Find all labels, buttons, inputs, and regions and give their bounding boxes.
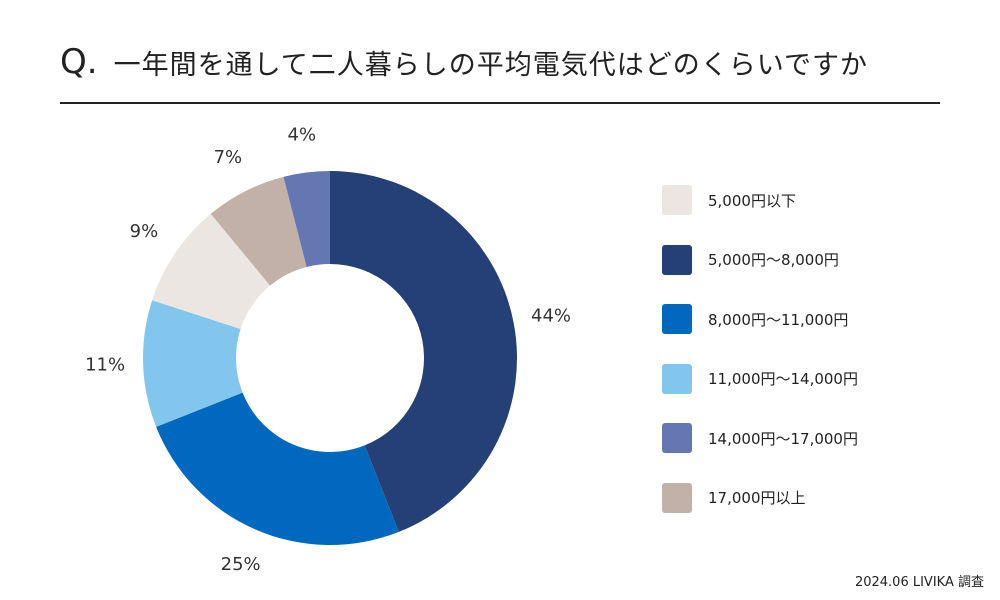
donut-slice — [283, 171, 330, 267]
question-text: 一年間を通して二人暮らしの平均電気代はどのくらいですか — [113, 49, 868, 81]
legend-item: 8,000円〜11,000円 — [662, 304, 962, 334]
page-title: Q. 一年間を通して二人暮らしの平均電気代はどのくらいですか — [60, 38, 940, 86]
slice-percent-label: 11% — [85, 355, 125, 376]
legend-swatch — [662, 423, 692, 453]
legend-item: 17,000円以上 — [662, 482, 962, 513]
slice-percent-label: 4% — [288, 124, 317, 145]
legend-label: 11,000円〜14,000円 — [708, 370, 858, 388]
question-prefix: Q. — [60, 42, 98, 82]
chart-legend: 5,000円以下 5,000円〜8,000円 8,000円〜11,000円 11,00… — [662, 185, 962, 542]
legend-item: 5,000円〜8,000円 — [662, 244, 962, 275]
legend-label: 8,000円〜11,000円 — [708, 310, 849, 329]
donut-slice — [143, 300, 243, 427]
legend-label: 14,000円〜17,000円 — [708, 429, 858, 448]
legend-label: 5,000円〜8,000円 — [708, 251, 839, 269]
donut-slice — [156, 392, 399, 545]
legend-swatch — [662, 363, 692, 394]
legend-swatch — [662, 304, 692, 334]
slice-percent-label: 25% — [221, 554, 261, 575]
source-note: 2024.06 LIVIKA 調査 — [854, 575, 984, 590]
legend-label: 17,000円以上 — [708, 489, 806, 507]
legend-item: 5,000円以下 — [662, 185, 962, 215]
legend-swatch — [662, 244, 692, 275]
slice-percent-label: 44% — [531, 305, 571, 326]
slice-percent-label: 7% — [214, 147, 243, 168]
legend-label: 5,000円以下 — [708, 191, 796, 210]
legend-item: 14,000円〜17,000円 — [662, 423, 962, 453]
donut-slice — [152, 213, 271, 329]
legend-swatch — [662, 185, 692, 215]
title-divider — [60, 102, 940, 104]
legend-item: 11,000円〜14,000円 — [662, 363, 962, 394]
slice-percent-label: 9% — [130, 221, 159, 242]
donut-slice — [330, 171, 518, 532]
legend-swatch — [662, 482, 692, 513]
donut-slice — [210, 176, 307, 286]
